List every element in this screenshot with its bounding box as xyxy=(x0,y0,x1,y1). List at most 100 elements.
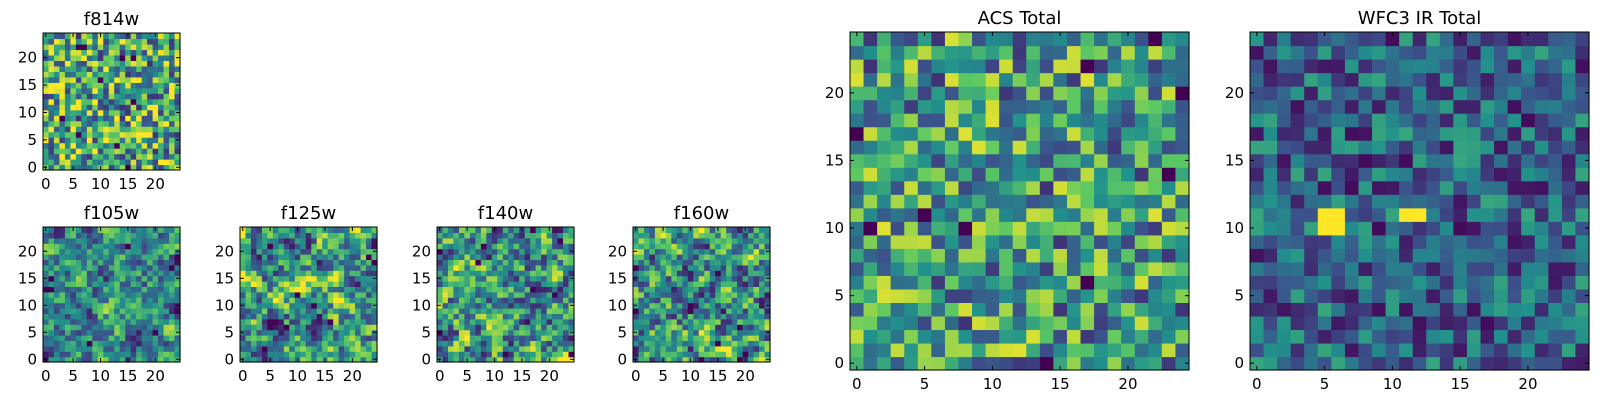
heatmap-cell xyxy=(245,259,252,266)
heatmap-cell xyxy=(163,259,170,266)
heatmap-cell xyxy=(535,243,542,250)
heatmap-cell xyxy=(316,237,323,244)
heatmap-cell xyxy=(1561,315,1577,331)
heatmap-cell xyxy=(349,286,356,293)
heatmap-cell xyxy=(654,248,661,255)
heatmap-cell xyxy=(1039,59,1054,74)
heatmap-cell xyxy=(92,264,99,271)
heatmap-cell xyxy=(1344,72,1360,87)
heatmap-cell xyxy=(563,270,570,277)
heatmap-cell xyxy=(158,275,165,282)
heatmap-cell xyxy=(130,335,137,341)
heatmap-cell xyxy=(502,227,509,233)
heatmap-cell xyxy=(1053,167,1068,182)
heatmap-cell xyxy=(753,270,760,277)
heatmap-cell xyxy=(660,232,667,239)
heatmap-cell xyxy=(97,76,104,83)
heatmap-cell xyxy=(1399,302,1414,317)
heatmap-cell xyxy=(86,137,93,144)
heatmap-cell xyxy=(437,270,444,277)
heatmap-cell xyxy=(1107,45,1122,60)
heatmap-cell xyxy=(850,342,865,358)
heatmap-cell xyxy=(1399,153,1414,168)
heatmap-cell xyxy=(638,302,645,309)
heatmap-cell xyxy=(53,54,61,61)
heatmap-cell xyxy=(53,254,61,260)
heatmap-cell xyxy=(92,43,99,51)
heatmap-cell xyxy=(1453,356,1468,371)
heatmap-cell xyxy=(163,340,170,347)
heatmap-cell xyxy=(1480,288,1495,303)
heatmap-cell xyxy=(1175,126,1190,141)
heatmap-cell xyxy=(1399,113,1414,128)
heatmap-cell xyxy=(1277,86,1292,101)
heatmap-cell xyxy=(682,356,689,363)
heatmap-cell xyxy=(360,356,367,363)
heatmap-cell xyxy=(1094,248,1109,263)
panel-title: f140w xyxy=(478,203,533,224)
heatmap-cell xyxy=(86,324,93,331)
heatmap-cell xyxy=(152,153,159,160)
heatmap-cell xyxy=(437,264,444,271)
heatmap-cell xyxy=(300,318,307,325)
heatmap-cell xyxy=(92,126,99,133)
heatmap-cell xyxy=(1250,126,1265,141)
heatmap-cell xyxy=(81,54,88,61)
heatmap-cell xyxy=(119,302,126,309)
heatmap-cell xyxy=(546,313,553,320)
heatmap-cell xyxy=(43,281,50,287)
heatmap-cell xyxy=(1250,86,1265,101)
heatmap-cell xyxy=(333,335,340,341)
heatmap-cell xyxy=(1453,221,1468,236)
heatmap-cell xyxy=(103,126,110,133)
heatmap-cell xyxy=(344,335,351,341)
heatmap-cell xyxy=(108,232,115,239)
heatmap-cell xyxy=(267,237,274,244)
heatmap-cell xyxy=(654,302,661,309)
heatmap-cell xyxy=(81,227,88,233)
heatmap-cell xyxy=(114,148,121,155)
heatmap-cell xyxy=(753,264,760,271)
heatmap-cell xyxy=(1175,315,1190,331)
heatmap-cell xyxy=(753,281,760,287)
heatmap-cell xyxy=(1161,302,1177,317)
heatmap-cell xyxy=(1331,275,1346,290)
heatmap-cell xyxy=(261,291,268,298)
heatmap-cell xyxy=(1148,32,1163,47)
heatmap-cell xyxy=(147,340,154,347)
heatmap-cell xyxy=(86,243,93,250)
heatmap-cell xyxy=(638,248,645,255)
heatmap-cell xyxy=(709,281,716,287)
heatmap-cell xyxy=(1561,72,1577,87)
heatmap-cell xyxy=(1439,45,1454,60)
heatmap-cell xyxy=(92,297,99,304)
heatmap-cell xyxy=(366,254,373,260)
heatmap-cell xyxy=(371,345,378,352)
heatmap-cell xyxy=(753,254,760,260)
heatmap-cell xyxy=(671,297,678,304)
heatmap-cell xyxy=(486,340,493,347)
heatmap-cell xyxy=(289,281,296,287)
heatmap-cell xyxy=(311,281,318,287)
heatmap-cell xyxy=(1304,59,1319,74)
heatmap-cell xyxy=(1399,356,1414,371)
heatmap-cell xyxy=(108,324,115,331)
heatmap-cell xyxy=(1548,315,1563,331)
heatmap-cell xyxy=(1561,45,1577,60)
heatmap-cell xyxy=(698,302,705,309)
heatmap-cell xyxy=(43,131,50,138)
heatmap-cell xyxy=(86,49,93,56)
heatmap-cell xyxy=(453,345,460,352)
heatmap-cell xyxy=(147,351,154,358)
heatmap-cell xyxy=(931,45,946,60)
heatmap-cell xyxy=(1534,356,1549,371)
heatmap-cell xyxy=(1466,126,1482,141)
heatmap-cell xyxy=(1344,288,1360,303)
heatmap-cell xyxy=(453,351,460,358)
heatmap-cell xyxy=(92,115,99,122)
heatmap-cell xyxy=(141,324,148,331)
heatmap-cell xyxy=(1480,180,1495,195)
heatmap-cell xyxy=(660,340,667,347)
heatmap-cell xyxy=(136,275,143,282)
heatmap-cell xyxy=(552,313,559,320)
